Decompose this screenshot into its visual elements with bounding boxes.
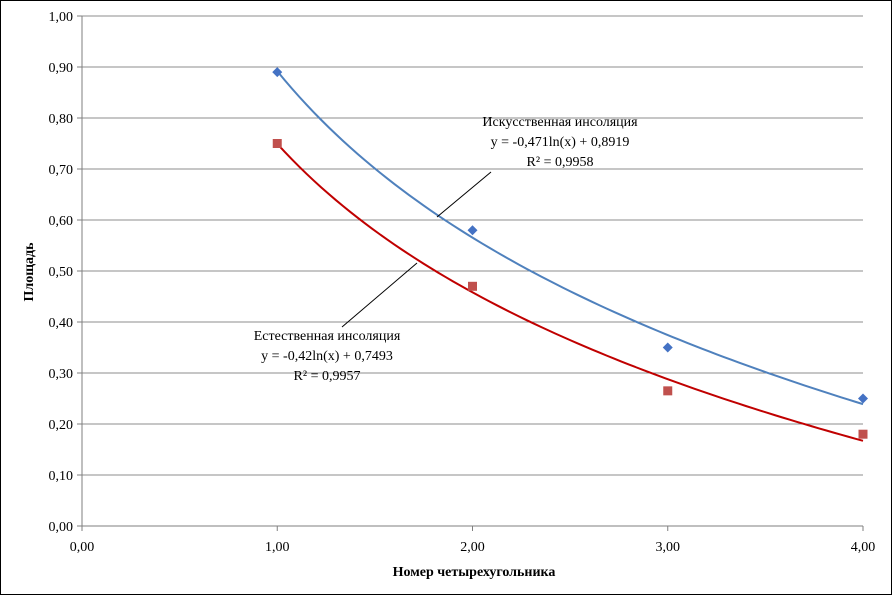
y-tick-label: 0,50 [49,265,74,280]
x-tick-label: 4,00 [851,540,876,555]
leader-line-natural [341,262,418,328]
y-tick-label: 0,40 [49,316,74,331]
y-tick-label: 0,80 [49,112,74,127]
annotation-artificial-line: y = -0,471ln(x) + 0,8919 [491,135,630,150]
point-natural [272,139,282,148]
annotation-leaders [341,171,492,328]
y-tick-label: 0,90 [49,61,74,76]
annotation-natural-line: y = -0,42ln(x) + 0,7493 [261,349,393,364]
gridlines [82,15,863,476]
point-artificial [467,225,478,236]
x-tick-label: 1,00 [265,540,290,555]
annotations: Искусственная инсоляция y = -0,471ln(x) +… [254,115,638,384]
annotation-natural-line: R² = 0,9957 [294,369,361,384]
y-tick-label: 1,00 [49,10,74,25]
leader-line-artificial [436,171,492,218]
point-natural [468,281,477,291]
x-tick-label: 2,00 [460,540,485,555]
x-axis-title: Номер четырехугольника [393,565,556,580]
trendline-natural [276,143,864,442]
y-tick-label: 0,20 [49,418,74,433]
axes [77,15,864,531]
annotation-natural-line: Естественная инсоляция [254,329,401,344]
y-tick-label: 0,60 [49,214,74,229]
tick-labels: 0,00 0,10 0,20 0,30 0,40 0,50 0,60 0,70 0,80 0,90… [49,10,876,555]
annotation-artificial-line: R² = 0,9958 [527,155,594,170]
point-artificial [662,342,673,353]
y-tick-label: 0,30 [49,367,74,382]
annotation-artificial-line: Искусственная инсоляция [482,115,638,130]
point-natural [858,429,868,439]
point-natural [663,386,673,396]
y-tick-label: 0,10 [49,469,74,484]
trendlines [276,70,864,442]
trendline-artificial [276,70,864,406]
point-artificial [858,393,868,404]
y-tick-label: 0,00 [49,520,74,535]
y-axis-title: Площадь [22,242,37,302]
x-tick-label: 3,00 [656,540,681,555]
point-artificial [272,67,283,78]
x-tick-label: 0,00 [70,540,95,555]
data-points [272,67,868,439]
y-tick-label: 0,70 [49,163,74,178]
